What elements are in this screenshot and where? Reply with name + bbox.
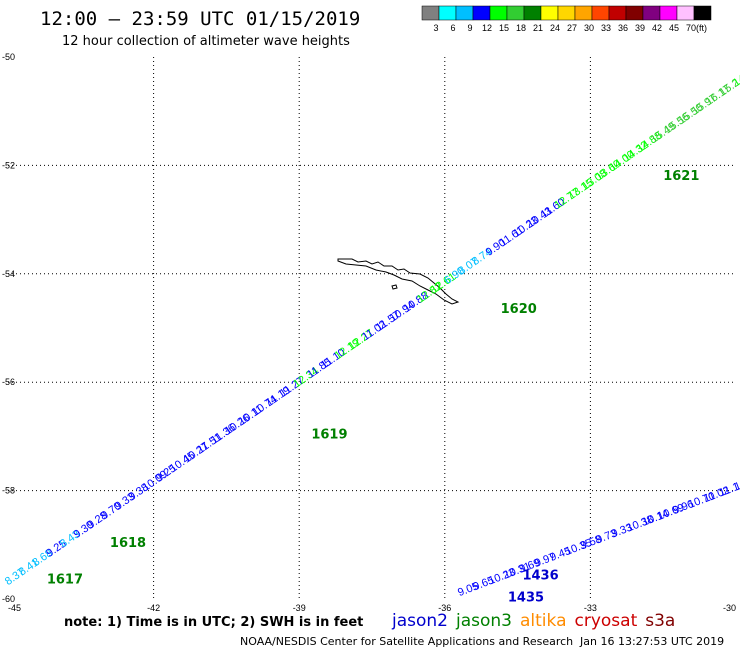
footer-credit: NOAA/NESDIS Center for Satellite Applica…: [240, 635, 573, 648]
colorbar-label: 21: [533, 23, 543, 33]
footer-timestamp: Jan 16 13:27:53 UTC 2019: [579, 635, 724, 648]
colorbar-swatch: [506, 5, 525, 21]
legend-altika: altika: [520, 611, 567, 631]
colorbar-label: 70: [686, 23, 696, 33]
legend-jason3: jason3: [455, 611, 512, 631]
colorbar-swatch: [676, 5, 695, 21]
colorbar-swatch: [489, 5, 508, 21]
colorbar-label: (ft): [696, 23, 707, 33]
chart-subtitle: 12 hour collection of altimeter wave hei…: [62, 34, 350, 49]
x-tick-label: -45: [8, 603, 21, 613]
time-label: 1618: [110, 536, 146, 551]
colorbar-label: 36: [618, 23, 628, 33]
colorbar-swatch: [659, 5, 678, 21]
colorbar-swatch: [642, 5, 661, 21]
colorbar-label: 12: [482, 23, 492, 33]
colorbar-label: 24: [550, 23, 560, 33]
y-tick-label: -52: [2, 160, 15, 170]
plot-area: 8.378.418.689.258.439.309.289.709.339.38…: [3, 57, 740, 605]
plot-background: [8, 57, 736, 599]
legend-jason2: jason2: [391, 611, 448, 631]
south-georgia-island: [337, 258, 460, 305]
colorbar-swatch: [693, 5, 712, 21]
x-tick-label: -42: [147, 603, 160, 613]
x-tick-label: -36: [438, 603, 451, 613]
chart-title: 12:00 – 23:59 UTC 01/15/2019: [40, 8, 360, 30]
colorbar-swatch: [438, 5, 457, 21]
time-label: 1619: [311, 428, 347, 443]
colorbar-swatch: [608, 5, 627, 21]
colorbar-swatch: [574, 5, 593, 21]
colorbar-label: 9: [467, 23, 472, 33]
time-label: 1621: [663, 169, 699, 184]
colorbar-label: 45: [669, 23, 679, 33]
colorbar-swatch: [472, 5, 491, 21]
colorbar-swatch: [421, 5, 440, 21]
y-tick-label: -56: [2, 377, 15, 387]
colorbar-label: 27: [567, 23, 577, 33]
islet: [391, 284, 398, 290]
colorbar-label: 39: [635, 23, 645, 33]
colorbar-label: 42: [652, 23, 662, 33]
colorbar-swatch: [557, 5, 576, 21]
y-tick-label: -60: [2, 594, 15, 604]
colorbar-swatch: [523, 5, 542, 21]
y-tick-label: -58: [2, 486, 15, 496]
y-tick-label: -50: [2, 52, 15, 62]
colorbar-label: 3: [433, 23, 438, 33]
y-axis-tick-labels: -50 -52 -54 -56 -58 -60: [2, 52, 15, 604]
coastline: [337, 258, 460, 305]
swh-label: 14: [731, 72, 740, 89]
legend-note: note: 1) Time is in UTC; 2) SWH is in fe…: [64, 615, 363, 630]
x-tick-label: -39: [293, 603, 306, 613]
time-label: 1435: [508, 590, 544, 605]
colorbar-label: 18: [516, 23, 526, 33]
time-label: 1620: [501, 302, 537, 317]
colorbar-label: 15: [499, 23, 509, 33]
legend-row: note: 1) Time is in UTC; 2) SWH is in fe…: [64, 611, 675, 631]
legend-cryosat: cryosat: [575, 611, 638, 631]
colorbar-label: 6: [450, 23, 455, 33]
colorbar-swatch: [625, 5, 644, 21]
time-label: 1436: [522, 569, 558, 584]
colorbar-label: 30: [584, 23, 594, 33]
colorbar-swatch: [591, 5, 610, 21]
time-label: 1617: [47, 572, 83, 587]
x-axis-tick-labels: -45 -42 -39 -36 -33 -30: [8, 603, 736, 613]
gridlines: [8, 57, 736, 599]
colorbar-swatch: [455, 5, 474, 21]
colorbar-label: 33: [601, 23, 611, 33]
y-tick-label: -54: [2, 269, 15, 279]
satellite-legend: jason2 jason3 altika cryosat s3a: [391, 611, 675, 631]
x-tick-label: -30: [723, 603, 736, 613]
colorbar-swatch: [540, 5, 559, 21]
swh-label: 10: [733, 478, 740, 494]
x-tick-label: -33: [584, 603, 597, 613]
colorbar-legend: 3 6 9 12 15 18 21 24 27 30 33 36 39 42 45 70 (ft): [421, 5, 712, 33]
legend-s3a: s3a: [645, 611, 675, 631]
